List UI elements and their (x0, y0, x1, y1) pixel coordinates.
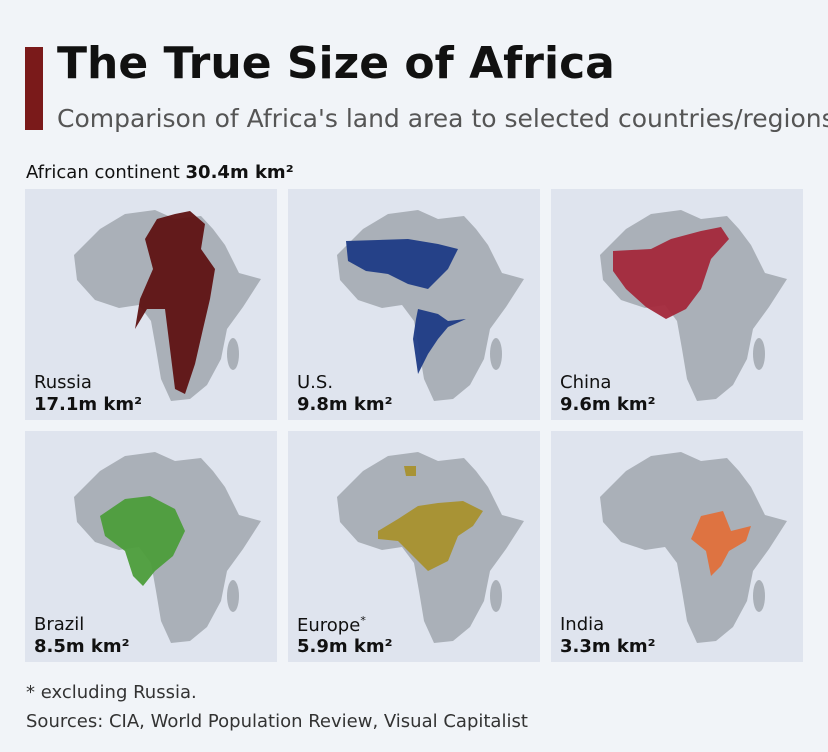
region-overlay (346, 239, 466, 374)
madagascar (227, 338, 239, 370)
madagascar (753, 580, 765, 612)
madagascar (490, 338, 502, 370)
africa-outline (337, 210, 524, 401)
region-overlay (100, 496, 185, 586)
map-panel: U.S. 9.8m km² (288, 189, 540, 420)
region-overlay (691, 511, 751, 576)
region-label: Brazil (34, 614, 85, 635)
region-name: Russia (34, 372, 92, 393)
region-label: U.S. (297, 372, 334, 393)
continent-line: African continent 30.4m km² (26, 162, 294, 183)
madagascar (227, 580, 239, 612)
region-name: India (560, 614, 604, 635)
region-name: Europe* (297, 614, 366, 636)
map (600, 452, 787, 643)
region-area: 17.1m km² (34, 394, 143, 415)
continent-value: 30.4m km² (185, 162, 294, 183)
region-label: Russia (34, 372, 92, 393)
region-area: 8.5m km² (34, 636, 130, 657)
region-label: China (560, 372, 612, 393)
region-area: 9.8m km² (297, 394, 393, 415)
region-area: 3.3m km² (560, 636, 656, 657)
region-area: 5.9m km² (297, 636, 393, 657)
subtitle: Comparison of Africa's land area to sele… (57, 104, 828, 133)
map-panel: India 3.3m km² (551, 431, 803, 662)
map-panel: Europe* 5.9m km² (288, 431, 540, 662)
madagascar (753, 338, 765, 370)
region-note: * (360, 614, 366, 627)
sources: Sources: CIA, World Population Review, V… (26, 711, 528, 732)
map (74, 210, 261, 401)
map-panel: China 9.6m km² (551, 189, 803, 420)
region-overlay (613, 227, 729, 319)
region-name: Brazil (34, 614, 84, 635)
region-name: U.S. (297, 372, 333, 393)
continent-label: African continent (26, 162, 180, 183)
region-label: Europe (297, 615, 361, 636)
accent-bar (25, 47, 43, 130)
region-overlay (135, 211, 215, 394)
region-overlay (378, 466, 483, 571)
region-area: 9.6m km² (560, 394, 656, 415)
map (337, 452, 524, 643)
region-name: China (560, 372, 611, 393)
africa-outline (600, 452, 787, 643)
title: The True Size of Africa (57, 38, 615, 89)
map (337, 210, 524, 401)
madagascar (490, 580, 502, 612)
map (74, 452, 261, 643)
map-panel: Brazil 8.5m km² (25, 431, 277, 662)
footnote: * excluding Russia. (26, 682, 197, 703)
map-panel: Russia 17.1m km² (25, 189, 277, 420)
map (600, 210, 787, 401)
region-label: India (560, 614, 605, 635)
